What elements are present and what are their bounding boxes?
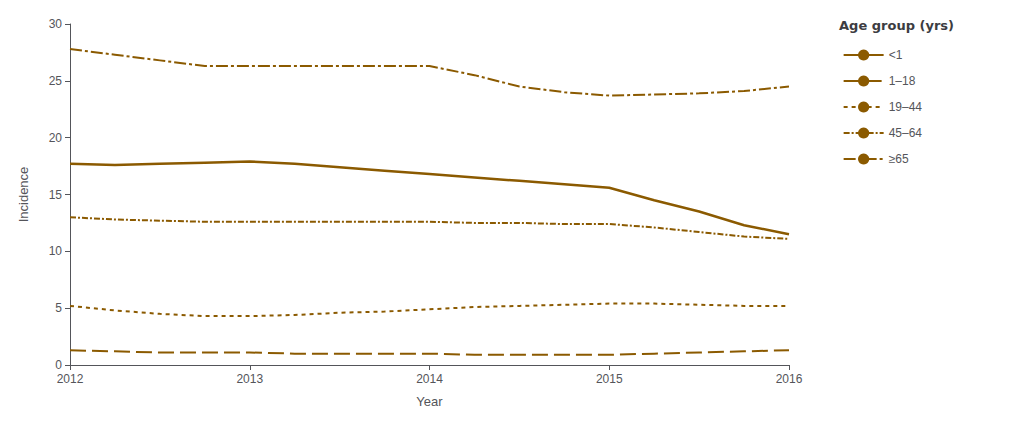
- svg-text:2012: 2012: [57, 372, 84, 386]
- svg-text:20: 20: [49, 131, 63, 145]
- svg-text:30: 30: [49, 17, 63, 31]
- svg-text:Incidence: Incidence: [16, 167, 31, 223]
- svg-text:19–44: 19–44: [889, 100, 923, 114]
- svg-text:2014: 2014: [416, 372, 443, 386]
- svg-text:25: 25: [49, 74, 63, 88]
- svg-text:Age group (yrs): Age group (yrs): [839, 18, 954, 33]
- svg-text:45–64: 45–64: [889, 126, 923, 140]
- svg-text:<1: <1: [889, 48, 903, 62]
- svg-text:2013: 2013: [236, 372, 263, 386]
- svg-text:15: 15: [49, 188, 63, 202]
- svg-text:≥65: ≥65: [889, 152, 909, 166]
- svg-text:2016: 2016: [776, 372, 803, 386]
- svg-text:Year: Year: [416, 394, 443, 409]
- svg-text:10: 10: [49, 244, 63, 258]
- svg-text:0: 0: [55, 358, 62, 372]
- svg-text:5: 5: [55, 301, 62, 315]
- svg-text:2015: 2015: [596, 372, 623, 386]
- svg-text:1–18: 1–18: [889, 74, 916, 88]
